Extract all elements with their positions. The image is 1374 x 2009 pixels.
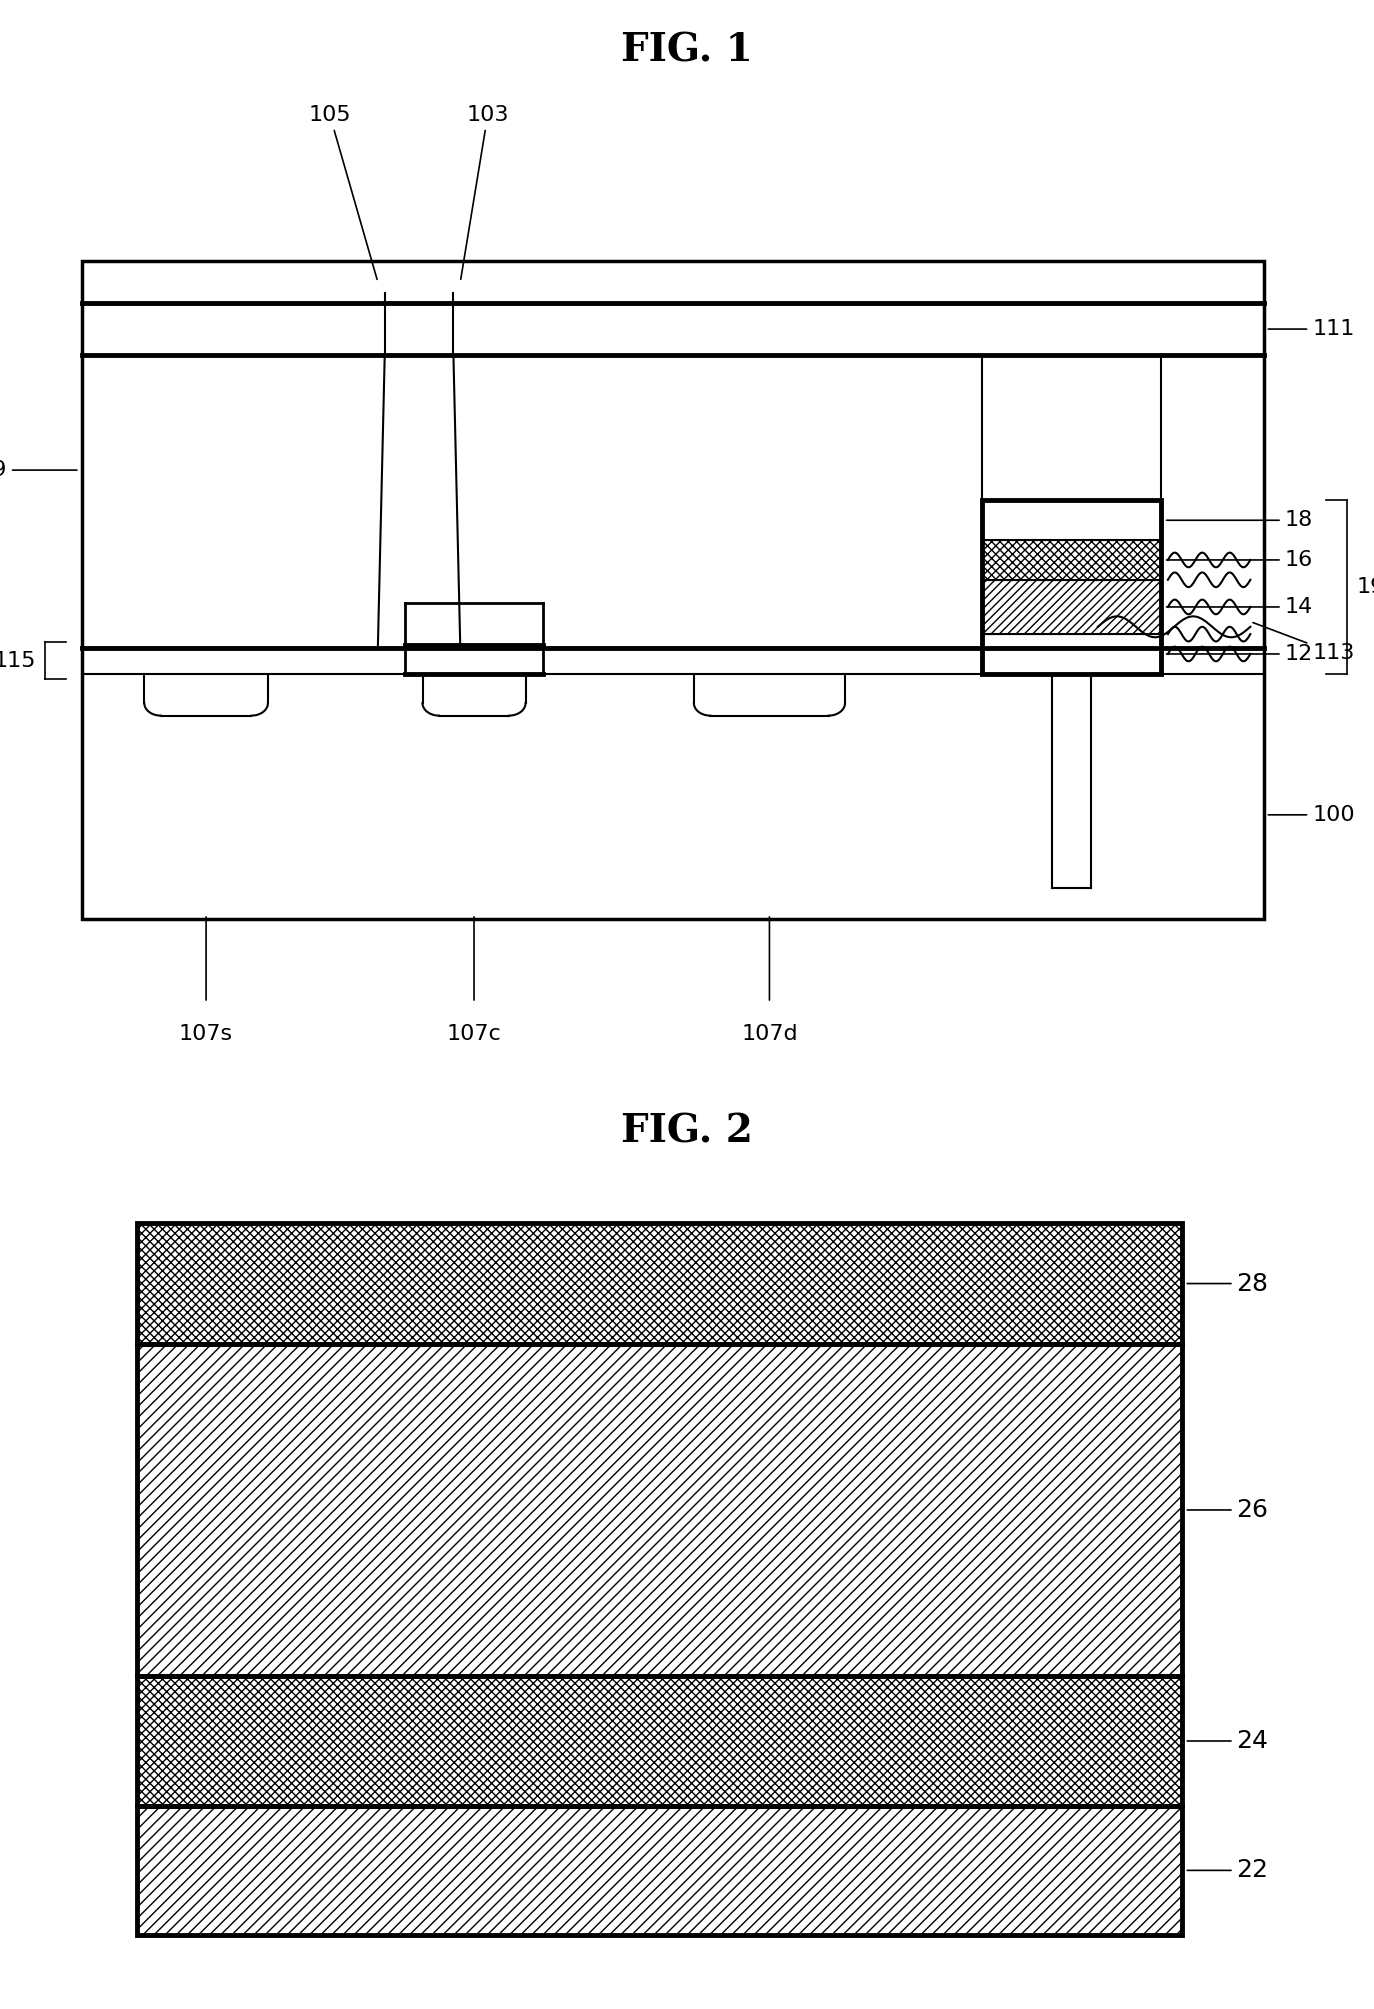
Polygon shape bbox=[137, 1676, 1182, 1806]
Text: 16: 16 bbox=[1167, 550, 1314, 571]
Text: 107c: 107c bbox=[447, 1025, 502, 1045]
Text: 107d: 107d bbox=[741, 1025, 798, 1045]
Text: 24: 24 bbox=[1187, 1730, 1268, 1754]
Text: 115: 115 bbox=[0, 651, 36, 671]
Text: 109: 109 bbox=[0, 460, 77, 480]
Text: 105: 105 bbox=[308, 104, 376, 279]
Polygon shape bbox=[137, 1806, 1182, 1935]
Text: 103: 103 bbox=[460, 104, 508, 279]
Text: FIG. 2: FIG. 2 bbox=[621, 1113, 753, 1151]
Polygon shape bbox=[137, 1223, 1182, 1344]
Polygon shape bbox=[982, 540, 1161, 581]
Polygon shape bbox=[982, 500, 1161, 540]
Text: 22: 22 bbox=[1187, 1858, 1268, 1882]
Text: 26: 26 bbox=[1187, 1499, 1268, 1523]
Text: 113: 113 bbox=[1253, 623, 1355, 663]
Text: 18: 18 bbox=[1167, 510, 1314, 530]
Text: 14: 14 bbox=[1167, 597, 1314, 617]
Text: 100: 100 bbox=[1268, 806, 1355, 826]
Text: 107s: 107s bbox=[179, 1025, 234, 1045]
Polygon shape bbox=[982, 635, 1161, 673]
Text: FIG. 1: FIG. 1 bbox=[621, 32, 753, 70]
Text: 12: 12 bbox=[1167, 645, 1314, 663]
Text: 111: 111 bbox=[1268, 319, 1355, 340]
Polygon shape bbox=[982, 581, 1161, 635]
Polygon shape bbox=[137, 1344, 1182, 1676]
Text: 28: 28 bbox=[1187, 1272, 1268, 1296]
Text: 19: 19 bbox=[1356, 577, 1374, 597]
